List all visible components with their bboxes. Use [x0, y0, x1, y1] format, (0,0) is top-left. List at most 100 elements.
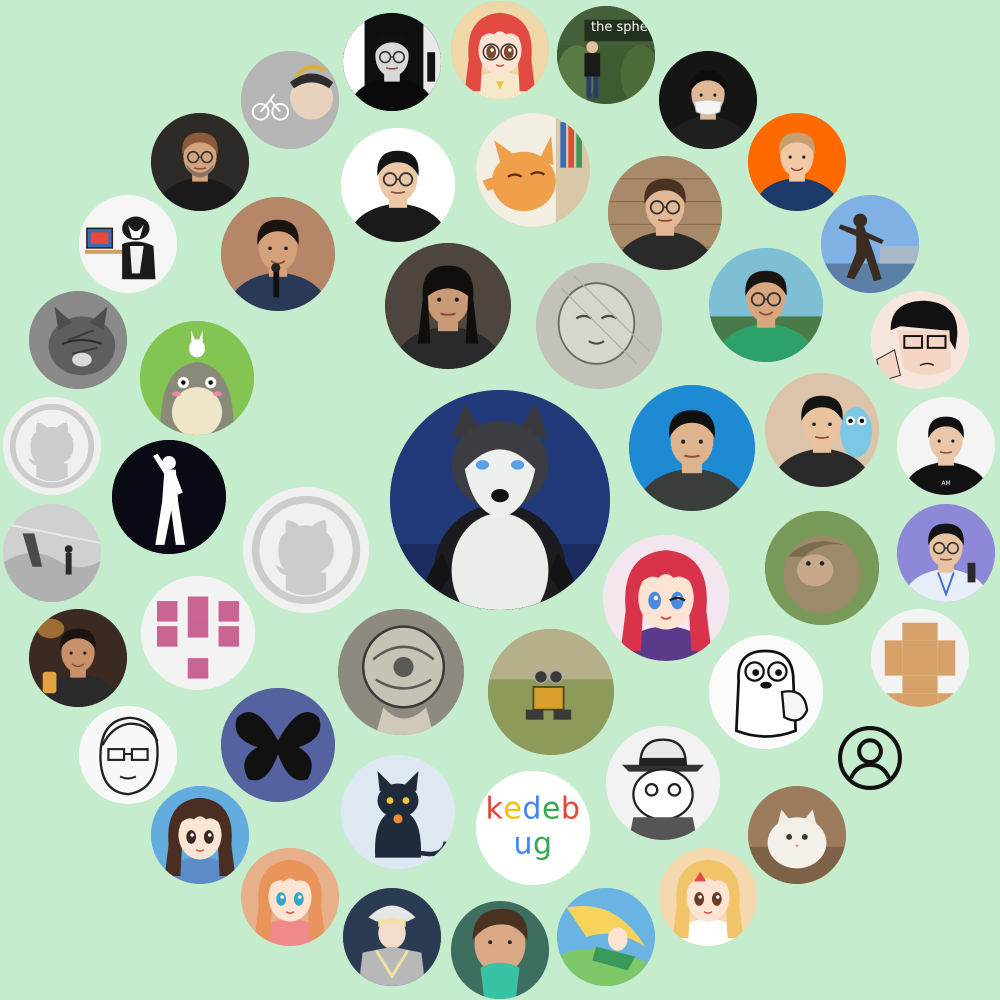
avatar-image	[451, 901, 549, 999]
identicon-avatar[interactable]	[871, 609, 969, 707]
avatar-image	[112, 440, 226, 554]
contributor-avatar-photo-speaker-lanyard[interactable]	[897, 504, 995, 602]
contributor-avatar-photo-man-orange-bg[interactable]	[748, 113, 846, 211]
avatar-image	[451, 1, 549, 99]
avatar-image	[141, 576, 255, 690]
avatar-image	[29, 609, 127, 707]
avatar-image	[3, 504, 101, 602]
avatar-image	[748, 786, 846, 884]
kedebug-letter: b	[560, 791, 581, 827]
contributor-avatar-photo-monkey[interactable]	[765, 511, 879, 625]
avatar-image	[536, 263, 662, 389]
avatar-image	[221, 197, 335, 311]
avatar-image	[476, 113, 590, 227]
contributor-avatar-photo-man-glasses-white[interactable]	[341, 128, 455, 242]
contributor-avatar-photo-man-smile-green[interactable]	[709, 248, 823, 362]
avatar-image	[151, 113, 249, 211]
avatar-image	[243, 487, 369, 613]
contributor-avatar-anime-red-hair-wink[interactable]	[603, 535, 729, 661]
avatar-image	[338, 609, 464, 735]
svg-text:AM: AM	[941, 481, 950, 487]
avatar-image	[838, 726, 902, 790]
avatar-image	[871, 609, 969, 707]
contributor-avatar-anime-flying-girl[interactable]	[557, 888, 655, 986]
contributor-avatar-photo-walle[interactable]	[488, 629, 614, 755]
kedebug-letter: k	[485, 791, 504, 827]
kedebug-letter: d	[522, 791, 542, 827]
avatar-image	[79, 195, 177, 293]
butterfly-icon[interactable]	[221, 688, 335, 802]
husky-penguin-avatar[interactable]	[390, 390, 610, 610]
avatar-image	[748, 113, 846, 211]
contributor-avatar-photo-the-sphere[interactable]: the sphe	[557, 6, 655, 104]
contributor-avatar-photo-bw-man[interactable]	[343, 13, 441, 111]
kedebug-letter: u	[513, 826, 533, 862]
avatar-image	[765, 511, 879, 625]
avatar-image	[821, 195, 919, 293]
avatar-image	[629, 385, 755, 511]
contributor-avatar-anime-ginger-girl[interactable]	[241, 848, 339, 946]
avatar-image: AM	[897, 397, 995, 495]
contributor-avatar-photo-man-green-cup[interactable]	[451, 901, 549, 999]
avatar-image	[659, 51, 757, 149]
contributor-avatar-sketch-glasses-face[interactable]	[79, 706, 177, 804]
contributor-avatar-photo-long-hair-man[interactable]	[385, 243, 511, 369]
avatar-image	[488, 629, 614, 755]
avatar-image	[871, 291, 969, 389]
github-octocat-icon[interactable]	[243, 487, 369, 613]
contributor-avatar-photo-white-cat[interactable]	[748, 786, 846, 884]
avatar-image	[897, 504, 995, 602]
kedebug-letter: e	[503, 791, 523, 827]
avatar-image	[390, 390, 610, 610]
contributor-avatar-anime-blonde-girl[interactable]	[659, 848, 757, 946]
contributor-avatar-sketch-baby-face[interactable]	[536, 263, 662, 389]
identicon-avatar[interactable]	[141, 576, 255, 690]
sphere-sign-text: the sphe	[591, 20, 648, 35]
avatar-image	[29, 291, 127, 389]
github-octocat-icon[interactable]	[3, 397, 101, 495]
contributor-avatar-gopher-sketch[interactable]	[709, 635, 823, 749]
avatar-image	[140, 321, 254, 435]
contributor-avatar-totoro-cartoon[interactable]	[140, 321, 254, 435]
avatar-image	[557, 888, 655, 986]
avatar-image	[221, 688, 335, 802]
avatar-image	[385, 243, 511, 369]
avatar-image	[241, 848, 339, 946]
contributor-avatar-manga-glasses-man[interactable]	[871, 291, 969, 389]
contributor-avatar-photo-man-glasses-brick[interactable]	[608, 156, 722, 270]
contributor-avatar-photo-cat-bookshelf[interactable]	[476, 113, 590, 227]
contributor-avatar-photo-snow-painting[interactable]	[3, 504, 101, 602]
contributor-avatar-photo-man-gopher-plush[interactable]	[765, 373, 879, 487]
contributor-avatar-photo-bald-glasses-man[interactable]	[151, 113, 249, 211]
contributor-avatar-silhouette-figure[interactable]	[112, 440, 226, 554]
avatar-image	[608, 156, 722, 270]
contributor-avatar-photo-dog-computer[interactable]	[79, 195, 177, 293]
contributor-avatar-photo-bike-sketch[interactable]	[241, 51, 339, 149]
contributor-avatar-photo-escher-sphere[interactable]	[338, 609, 464, 735]
contributor-avatar-photo-man-microphone[interactable]	[221, 197, 335, 311]
contributor-avatar-cartoon-black-cat[interactable]	[341, 755, 455, 869]
contributor-avatar-photo-man-mask[interactable]	[659, 51, 757, 149]
contributor-avatar-anime-boy-blue[interactable]	[151, 786, 249, 884]
avatar-image	[341, 755, 455, 869]
kedebug-text-avatar[interactable]: kedebug	[476, 771, 590, 885]
avatar-image	[659, 848, 757, 946]
contributor-avatar-photo-statue[interactable]	[821, 195, 919, 293]
contributor-avatar-manga-hat-character[interactable]	[606, 726, 720, 840]
contributor-avatar-photo-man-black-shirt[interactable]: AM	[897, 397, 995, 495]
contributor-avatar-photo-bar-man[interactable]	[29, 609, 127, 707]
avatar-image	[343, 888, 441, 986]
contributor-avatar-anime-armored-girl[interactable]	[343, 888, 441, 986]
kedebug-label: kedebug	[476, 792, 590, 862]
kedebug-letter: e	[541, 791, 561, 827]
contributor-avatar-anime-redhair-glasses[interactable]	[451, 1, 549, 99]
avatar-image	[709, 635, 823, 749]
contributor-avatar-photo-man-blue-bg[interactable]	[629, 385, 755, 511]
contributor-avatar-photo-cat-bw[interactable]	[29, 291, 127, 389]
avatar-image	[343, 13, 441, 111]
avatar-image	[557, 6, 655, 104]
avatar-image	[476, 771, 590, 885]
default-user-icon[interactable]	[836, 724, 904, 792]
avatar-image	[341, 128, 455, 242]
